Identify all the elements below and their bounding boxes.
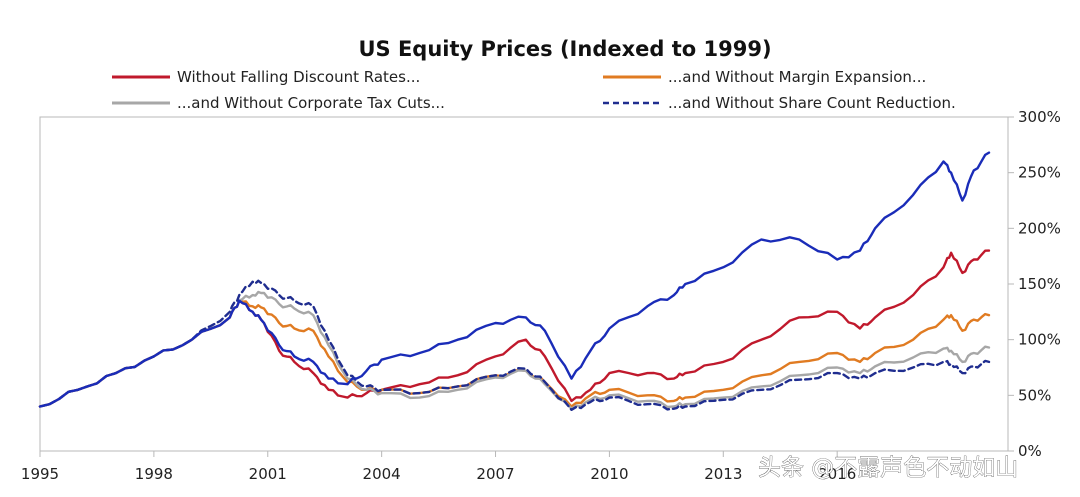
x-tick-label-1995: 1995	[21, 465, 59, 483]
legend-item-discount-rates: Without Falling Discount Rates...	[112, 68, 420, 86]
legend-label-discount-rates: Without Falling Discount Rates...	[177, 68, 420, 86]
legend-item-share-count-reduction: ...and Without Share Count Reduction.	[603, 94, 956, 112]
y-tick-label-50: 50%	[1018, 386, 1051, 404]
y-tick-label-200: 200%	[1018, 219, 1061, 237]
legend-label-share-count-reduction: ...and Without Share Count Reduction.	[668, 94, 956, 112]
series-line-without-falling-discount-rates	[38, 249, 991, 408]
y-tick-label-150: 150%	[1018, 275, 1061, 293]
series-line-and-without-margin-expansion	[38, 299, 991, 408]
series-line-us-equity-prices	[38, 151, 991, 408]
watermark: 头条 @不露声色不动如山	[758, 455, 1019, 482]
legend-label-corporate-tax-cuts: ...and Without Corporate Tax Cuts...	[177, 94, 445, 112]
series-layer	[38, 151, 991, 411]
x-tick-label-2001: 2001	[249, 465, 287, 483]
x-tick-label-2016: 2016	[818, 465, 856, 483]
x-tick-label-1998: 1998	[135, 465, 173, 483]
plot-frame	[39, 116, 1009, 452]
legend: Without Falling Discount Rates... ...and…	[112, 68, 956, 112]
legend-item-corporate-tax-cuts: ...and Without Corporate Tax Cuts...	[112, 94, 445, 112]
y-tick-label-300: 300%	[1018, 108, 1061, 126]
legend-label-margin-expansion: ...and Without Margin Expansion...	[668, 68, 926, 86]
y-tick-label-250: 250%	[1018, 164, 1061, 182]
x-tick-label-2010: 2010	[590, 465, 628, 483]
series-line-and-without-share-count-reduction	[38, 279, 991, 411]
y-tick-label-0: 0%	[1018, 442, 1042, 460]
y-axis: 0% 50% 100% 150% 200% 250% 300%	[1008, 108, 1061, 460]
x-tick-label-2004: 2004	[363, 465, 401, 483]
legend-item-margin-expansion: ...and Without Margin Expansion...	[603, 68, 926, 86]
x-tick-label-2013: 2013	[704, 465, 742, 483]
watermark-text: 头条 @不露声色不动如山	[758, 455, 1018, 481]
y-tick-label-100: 100%	[1018, 331, 1061, 349]
series-line-and-without-corporate-tax-cuts	[38, 290, 991, 410]
x-axis: 1995 1998 2001 2004 2007 2010 2013 2016	[21, 451, 856, 483]
chart-title: US Equity Prices (Indexed to 1999)	[358, 37, 771, 61]
x-tick-label-2007: 2007	[476, 465, 514, 483]
